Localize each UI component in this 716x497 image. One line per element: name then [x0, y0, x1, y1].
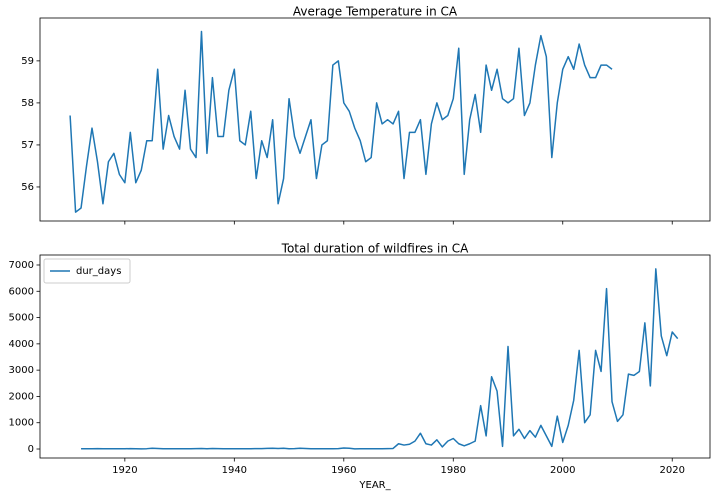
- y-tick-label: 1000: [9, 418, 34, 429]
- axes-frame: [39, 254, 711, 459]
- x-tick-label: 1960: [331, 465, 356, 476]
- x-axis-label: YEAR_: [358, 480, 391, 491]
- y-tick-label: 5000: [9, 313, 34, 324]
- y-tick-label: 56: [21, 182, 34, 193]
- y-tick-label: 4000: [9, 339, 34, 350]
- y-tick-label: 59: [21, 56, 34, 67]
- data-line: [69, 30, 613, 213]
- y-tick-label: 58: [21, 98, 34, 109]
- legend-box: [43, 258, 131, 284]
- x-tick-label: 1940: [222, 465, 247, 476]
- y-tick-label: 3000: [9, 365, 34, 376]
- y-tick-label: 0: [28, 444, 34, 455]
- chart-title: Total duration of wildfires in CA: [281, 242, 469, 256]
- axes-frame: [39, 17, 711, 222]
- y-tick-label: 57: [21, 140, 34, 151]
- chart-title: Average Temperature in CA: [293, 5, 458, 19]
- data-line: [81, 268, 679, 450]
- x-tick-label: 1980: [441, 465, 466, 476]
- legend-label: dur_days: [76, 266, 121, 277]
- y-tick-label: 6000: [9, 286, 34, 297]
- y-tick-label: 2000: [9, 391, 34, 402]
- x-tick-label: 2000: [550, 465, 575, 476]
- x-tick-label: 1920: [112, 465, 137, 476]
- y-tick-label: 7000: [9, 260, 34, 271]
- x-tick-label: 2020: [660, 465, 685, 476]
